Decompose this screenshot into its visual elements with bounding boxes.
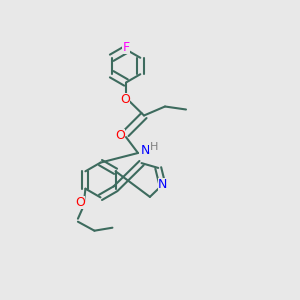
Text: O: O (75, 196, 85, 209)
Text: O: O (121, 92, 130, 106)
Text: N: N (141, 144, 150, 157)
Text: F: F (122, 41, 130, 55)
Text: O: O (115, 128, 125, 142)
Text: N: N (158, 178, 167, 191)
Text: H: H (149, 142, 158, 152)
